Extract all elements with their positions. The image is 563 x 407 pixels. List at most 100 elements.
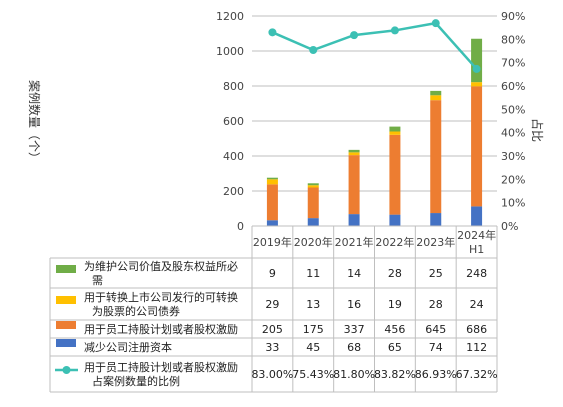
bar-segment [430, 213, 442, 226]
data-label: 74 [429, 341, 443, 354]
y-axis-title: 案例数量（个） [27, 80, 42, 164]
bar-segment [348, 152, 360, 156]
bar-segment [471, 86, 483, 207]
legend-entry: 为维护公司价值及股东权益所必需 [84, 259, 238, 287]
legend-key-swatch [56, 339, 76, 347]
legend-entry: 用于转换上市公司发行的可转换为股票的公司债券 [84, 290, 238, 318]
ratio-point [431, 19, 440, 28]
y-axis-right: 0% 10% 20% 30% 40% 50% 60% 70% 80% 90% [501, 10, 525, 233]
bar-segment [430, 90, 442, 96]
x-tick-label: 2022年 [375, 235, 414, 249]
bar-segment [471, 38, 483, 83]
bar-segment [389, 126, 401, 132]
bar-segment [307, 187, 319, 219]
data-label: 28 [429, 298, 443, 311]
data-label: 29 [265, 298, 279, 311]
y-tick-label: 600 [223, 115, 244, 128]
data-label: 112 [466, 341, 487, 354]
data-label: 67.32% [456, 368, 498, 381]
data-label: 14 [347, 267, 361, 280]
x-tick-label: 2023年 [416, 235, 455, 249]
data-label: 24 [470, 298, 484, 311]
data-label: 13 [306, 298, 320, 311]
legend-entry: 用于员工持股计划或者股权激励 [84, 322, 238, 336]
data-label: 9 [269, 267, 276, 280]
ratio-point [268, 28, 277, 37]
bar-segment [266, 220, 278, 226]
y-tick-label: 1200 [216, 10, 244, 23]
bar-segment [471, 206, 483, 226]
y2-tick-label: 70% [501, 57, 525, 70]
legend-entry: 减少公司注册资本 [84, 340, 172, 354]
data-label: 19 [388, 298, 402, 311]
bar-segment [266, 179, 278, 185]
legend-entry-line: 用于员工持股计划或者股权激励 [84, 322, 238, 336]
ratio-line-path [271, 21, 478, 70]
bar-segment [389, 214, 401, 226]
x-tick-label-line: 2024年 [457, 228, 496, 242]
data-label: 686 [466, 323, 487, 336]
data-label: 45 [306, 341, 320, 354]
legend-entry-line: 减少公司注册资本 [84, 340, 172, 354]
y2-tick-label: 60% [501, 80, 525, 93]
x-tick-label-line: H1 [469, 243, 484, 256]
bar-segment [471, 82, 483, 87]
y2-tick-label: 90% [501, 10, 525, 23]
y2-tick-label: 30% [501, 150, 525, 163]
x-tick-label: 2024年 H1 [457, 228, 496, 256]
gridlines [252, 15, 497, 227]
ratio-point [350, 31, 359, 40]
data-label: 248 [466, 267, 487, 280]
legend-entry-line: 为股票的公司债券 [92, 304, 180, 318]
legend-key-swatch [56, 321, 76, 329]
y-axis-left: 0 200 400 600 800 1000 1200 [216, 10, 244, 233]
legend-key-marker [62, 366, 71, 374]
bar-segment [389, 134, 401, 215]
bars [266, 38, 483, 226]
bar-segment [389, 131, 401, 135]
y2-tick-label: 20% [501, 173, 525, 186]
data-label: 68 [347, 341, 361, 354]
data-label: 81.80% [333, 368, 375, 381]
y-tick-label: 800 [223, 80, 244, 93]
legend-entry-line: 为维护公司价值及股东权益所必 [84, 259, 238, 273]
data-label: 205 [262, 323, 283, 336]
y2-tick-label: 0% [501, 220, 518, 233]
y-tick-label: 1000 [216, 45, 244, 58]
legend-entry-line: 用于员工持股计划或者股权激励 [84, 360, 238, 374]
bar-segment [307, 218, 319, 226]
data-label: 16 [347, 298, 361, 311]
data-label: 83.00% [251, 368, 293, 381]
y2-tick-label: 10% [501, 197, 525, 210]
legend-entry: 用于员工持股计划或者股权激励占案例数量的比例 [84, 360, 238, 388]
data-label: 83.82% [374, 368, 416, 381]
y2-tick-label: 80% [501, 33, 525, 46]
bar-segment [307, 185, 319, 188]
x-tick-label: 2020年 [294, 235, 333, 249]
ratio-point [309, 45, 318, 54]
bar-segment [266, 184, 278, 221]
data-label: 28 [388, 267, 402, 280]
y-tick-label: 200 [223, 185, 244, 198]
data-label: 86.93% [415, 368, 457, 381]
y2-axis-title: 占比 [530, 118, 545, 142]
x-tick-label: 2021年 [335, 235, 374, 249]
data-label: 645 [425, 323, 446, 336]
data-label: 65 [388, 341, 402, 354]
y-tick-label: 0 [237, 220, 244, 233]
data-label: 11 [306, 267, 320, 280]
bar-segment [266, 177, 278, 180]
x-tick-label: 2019年 [253, 235, 292, 249]
ratio-line [268, 19, 481, 73]
bar-segment [348, 214, 360, 226]
legend-key-swatch [56, 296, 76, 304]
bar-segment [307, 183, 319, 186]
data-label: 456 [384, 323, 405, 336]
data-label: 175 [303, 323, 324, 336]
bar-segment [348, 155, 360, 215]
bar-segment [430, 95, 442, 101]
data-label: 75.43% [292, 368, 334, 381]
y2-tick-label: 40% [501, 127, 525, 140]
